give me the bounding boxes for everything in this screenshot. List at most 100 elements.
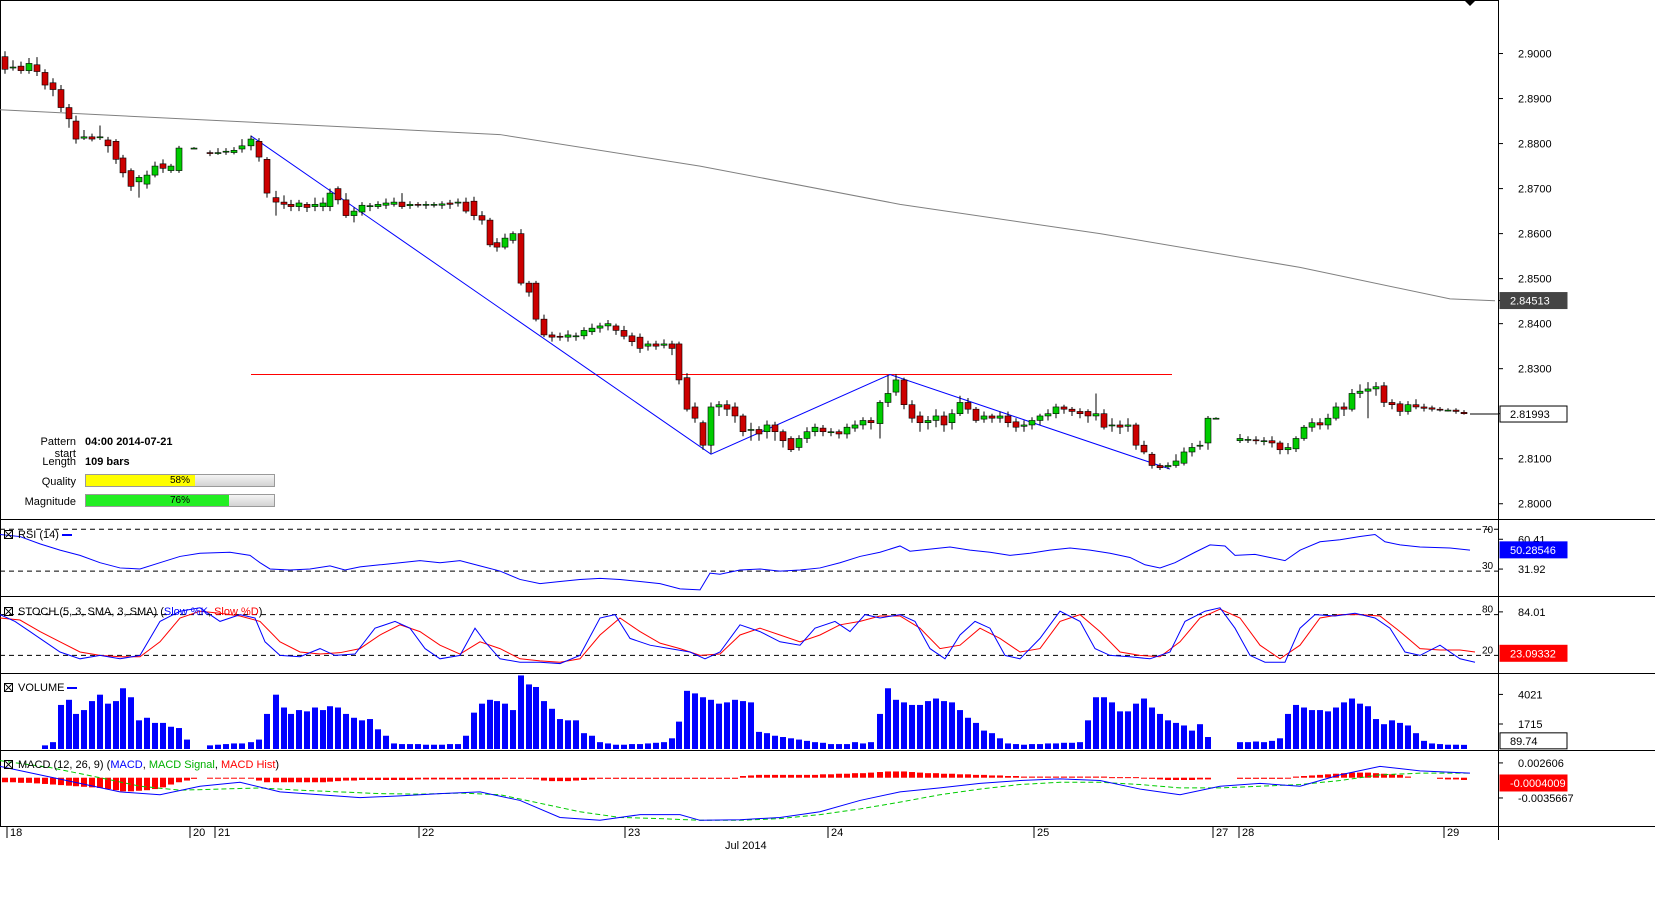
volume-bar — [756, 731, 762, 749]
macd-hist-bar — [1141, 777, 1147, 779]
macd-hist-bar — [26, 777, 32, 783]
bull-candle — [948, 413, 956, 424]
rsi-value-tag-bg — [1499, 541, 1568, 559]
bear-candle — [1004, 415, 1012, 424]
macd-hist-bar — [1357, 772, 1363, 778]
volume-bar — [828, 744, 834, 749]
macd-hist-bar — [669, 777, 675, 779]
macd-hist-bar — [391, 777, 397, 780]
bear-candle — [1420, 406, 1428, 409]
volume-bar — [1325, 711, 1331, 749]
bear-candle — [1132, 424, 1140, 446]
macd-hist-bar — [256, 777, 262, 781]
volume-bar — [1029, 744, 1035, 749]
macd-hist-bar — [1013, 776, 1019, 778]
bear-candle — [1156, 465, 1164, 469]
bear-candle — [612, 325, 620, 331]
bull-candle — [1092, 413, 1100, 417]
macd-close-icon[interactable] — [4, 760, 13, 769]
rsi-title-text: RSI (14) — [18, 529, 59, 541]
volume-bar — [231, 743, 237, 749]
volume-bar — [312, 707, 318, 749]
stoch-close-icon[interactable] — [4, 607, 13, 616]
volume-bar — [1125, 711, 1131, 749]
macd-hist-bar — [1117, 777, 1123, 779]
date-label: 27 — [1216, 827, 1229, 839]
stoch-tick-label: 84.01 — [1518, 607, 1546, 619]
macd-hist-bar — [526, 777, 532, 779]
pattern-start-value: 04:00 2014-07-21 — [85, 436, 173, 448]
volume-bar — [281, 707, 287, 749]
date-label: 18 — [10, 827, 23, 839]
price-tick-label: 2.9000 — [1518, 49, 1552, 61]
macd-hist-bar — [359, 777, 365, 780]
volume-bar — [909, 704, 915, 749]
volume-bar — [1173, 722, 1179, 749]
bear-candle — [755, 429, 763, 435]
volume-bar — [1357, 703, 1363, 749]
rsi-close-icon[interactable] — [4, 530, 13, 539]
bear-candle — [1076, 411, 1084, 415]
macd-hist-bar — [215, 777, 221, 779]
volume-bar — [565, 720, 571, 749]
volume-bar — [820, 742, 826, 749]
macd-hist-bar — [1349, 772, 1355, 778]
bear-candle — [272, 197, 280, 203]
volume-bar — [494, 701, 500, 749]
volume-bar — [860, 743, 866, 749]
date-label: 25 — [1037, 827, 1050, 839]
bull-candle — [96, 136, 104, 139]
macd-hist-bar — [312, 777, 318, 783]
volume-bar — [447, 744, 453, 749]
volume-bar — [1005, 743, 1011, 749]
volume-bar — [1245, 742, 1251, 749]
macd-hist-bar — [494, 777, 500, 780]
bear-candle — [675, 343, 683, 381]
macd-hist-bar — [732, 777, 738, 779]
volume-bar — [367, 719, 373, 749]
macd-hist-bar — [447, 777, 453, 780]
bull-candle — [167, 165, 175, 171]
macd-hist-bar — [949, 773, 955, 778]
macd-hist-bar — [113, 777, 119, 791]
magnitude-bar: 76% — [85, 494, 275, 507]
volume-bar — [327, 706, 333, 749]
macd-hist-bar — [1189, 777, 1195, 780]
bear-candle — [964, 402, 972, 410]
macd-hist-bar — [1173, 777, 1179, 780]
macd-hist-bar — [1437, 777, 1443, 779]
macd-hist-bar — [487, 777, 493, 780]
macd-hist-bar — [533, 777, 539, 780]
bear-candle — [72, 120, 80, 140]
macd-hist-bar — [613, 777, 619, 779]
bull-candle — [707, 406, 715, 446]
bear-candle — [1436, 408, 1444, 411]
bull-candle — [715, 404, 723, 408]
volume-close-icon[interactable] — [4, 683, 13, 692]
bear-candle — [556, 335, 564, 338]
macd-hist-bar — [10, 777, 16, 783]
volume-bar — [105, 703, 111, 749]
macd-hist-bar — [58, 777, 64, 786]
bull-candle — [80, 136, 88, 139]
volume-bar — [957, 710, 963, 749]
macd-hist-bar — [989, 775, 995, 778]
bull-candle — [438, 203, 446, 206]
volume-bar — [207, 745, 213, 749]
macd-hist-bar — [168, 777, 174, 785]
volume-bar — [981, 730, 987, 749]
volume-bar — [684, 690, 690, 749]
macd-hist-bar — [50, 777, 56, 785]
volume-bar — [997, 738, 1003, 749]
volume-bar — [1165, 720, 1171, 749]
price-tick-label: 2.8300 — [1518, 364, 1552, 376]
bear-candle — [1, 56, 9, 70]
macd-hist-bar — [581, 777, 587, 780]
macd-hist-bar — [471, 777, 477, 780]
macd-hist-bar — [933, 773, 939, 778]
volume-value-tag-bg — [1499, 732, 1568, 750]
bull-candle — [924, 420, 932, 424]
volume-bar — [1261, 742, 1267, 749]
bull-candle — [350, 210, 358, 216]
